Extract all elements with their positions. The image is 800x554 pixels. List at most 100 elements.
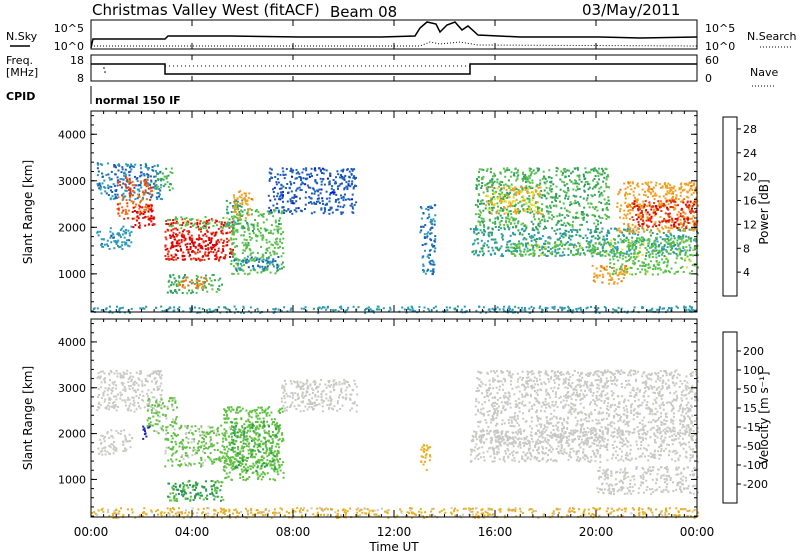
- scatter-cell: [192, 243, 195, 246]
- scatter-cell: [121, 399, 124, 402]
- scatter-cell: [172, 418, 174, 421]
- scatter-cell: [180, 280, 183, 283]
- scatter-cell: [267, 256, 270, 259]
- scatter-cell: [682, 201, 685, 204]
- scatter-cell: [181, 454, 184, 457]
- scatter-cell: [121, 166, 124, 169]
- scatter-cell: [183, 276, 186, 279]
- scatter-cell: [641, 205, 644, 208]
- scatter-cell: [134, 163, 137, 166]
- scatter-cell: [679, 241, 682, 244]
- scatter-cell: [282, 174, 285, 176]
- scatter-cell: [135, 395, 138, 398]
- scatter-cell: [169, 237, 172, 239]
- scatter-cell: [299, 197, 301, 200]
- scatter-cell: [159, 197, 162, 200]
- scatter-cell: [211, 284, 214, 287]
- scatter-cell: [596, 274, 599, 277]
- scatter-cell: [190, 218, 193, 221]
- scatter-cell: [259, 257, 262, 260]
- scatter-cell: [158, 171, 161, 174]
- scatter-cell: [126, 212, 129, 215]
- scatter-cell: [691, 210, 694, 213]
- scatter-cell: [549, 184, 552, 187]
- scatter-cell: [647, 218, 650, 221]
- scatter-cell: [236, 270, 238, 273]
- scatter-cell: [678, 188, 681, 191]
- scatter-cell: [473, 231, 476, 234]
- scatter-cell: [269, 251, 272, 254]
- scatter-cell: [191, 250, 194, 252]
- scatter-cell: [607, 272, 609, 275]
- scatter-cell: [569, 238, 572, 241]
- scatter-cell: [631, 216, 634, 219]
- scatter-cell: [431, 259, 434, 262]
- scatter-cell: [310, 172, 313, 175]
- scatter-cell: [347, 184, 350, 187]
- scatter-cell: [643, 193, 645, 196]
- scatter-cell: [169, 234, 171, 237]
- scatter-cell: [119, 432, 122, 435]
- scatter-cell: [352, 187, 355, 190]
- scatter-cell: [259, 265, 261, 268]
- scatter-cell: [563, 184, 566, 187]
- scatter-cell: [200, 258, 203, 261]
- scatter-cell: [171, 187, 174, 190]
- scatter-cell: [109, 178, 112, 181]
- scatter-cell: [134, 184, 137, 187]
- scatter-cell: [471, 243, 474, 246]
- scatter-cell: [171, 224, 174, 227]
- scatter-cell: [191, 291, 194, 294]
- scatter-cell: [147, 175, 150, 178]
- scatter-cell: [629, 184, 632, 187]
- scatter-cell: [646, 205, 649, 208]
- scatter-cell: [631, 230, 634, 233]
- scatter-cell: [314, 190, 317, 193]
- scatter-cell: [512, 200, 515, 202]
- scatter-cell: [669, 187, 672, 190]
- scatter-cell: [541, 245, 544, 248]
- scatter-cell: [145, 203, 148, 206]
- scatter-cell: [639, 212, 642, 214]
- scatter-cell: [648, 201, 651, 204]
- scatter-cell: [111, 191, 114, 193]
- scatter-cell: [277, 247, 280, 249]
- scatter-cell: [309, 201, 312, 203]
- scatter-cell: [508, 228, 511, 231]
- scatter-cell: [318, 306, 321, 309]
- scatter-cell: [136, 180, 139, 182]
- scatter-cell: [511, 308, 514, 311]
- scatter-cell: [686, 239, 689, 242]
- scatter-cell: [423, 269, 425, 272]
- scatter-cell: [172, 309, 175, 312]
- scatter-cell: [335, 182, 337, 185]
- scatter-cell: [121, 178, 124, 181]
- scatter-cell: [169, 183, 172, 186]
- scatter-cell: [595, 231, 598, 233]
- scatter-cell: [354, 184, 356, 187]
- scatter-region: [510, 241, 611, 258]
- scatter-cell: [200, 276, 203, 279]
- scatter-cell: [617, 241, 620, 244]
- scatter-cell: [641, 265, 644, 267]
- scatter-cell: [340, 211, 343, 214]
- scatter-cell: [499, 180, 502, 183]
- scatter-cell: [167, 280, 170, 283]
- scatter-cell: [389, 306, 392, 309]
- scatter-cell: [528, 185, 531, 188]
- scatter-cell: [209, 436, 212, 439]
- scatter-cell: [104, 186, 107, 189]
- scatter-cell: [147, 215, 149, 218]
- scatter-cell: [508, 196, 511, 199]
- scatter-cell: [144, 182, 147, 185]
- scatter-cell: [276, 173, 279, 176]
- scatter-cell: [631, 209, 634, 212]
- scatter-cell: [576, 211, 579, 214]
- scatter-cell: [520, 242, 523, 245]
- scatter-cell: [656, 263, 659, 266]
- scatter-cell: [308, 201, 310, 204]
- scatter-cell: [137, 402, 140, 404]
- scatter-cell: [567, 248, 570, 251]
- scatter-cell: [286, 200, 289, 203]
- scatter-cell: [297, 171, 300, 174]
